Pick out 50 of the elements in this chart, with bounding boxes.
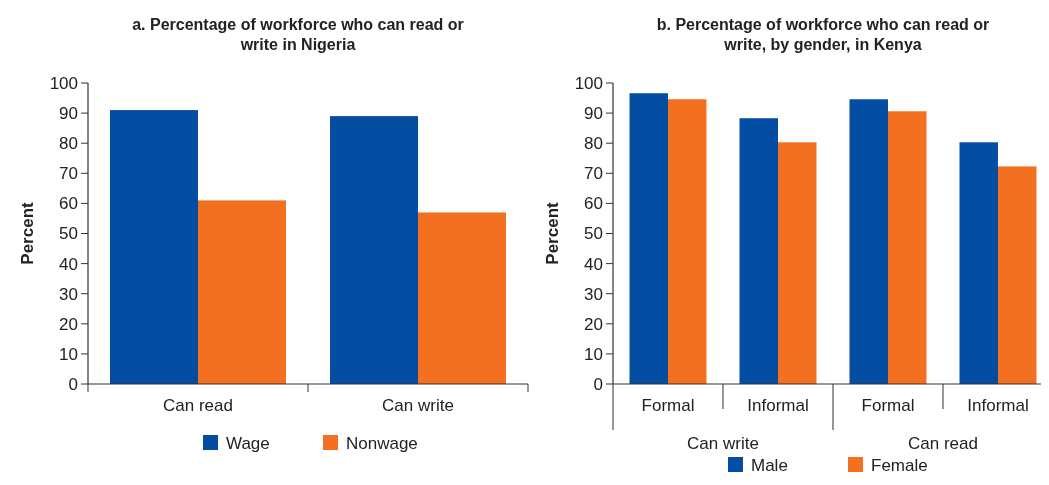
y-tick-label: 60 xyxy=(59,194,78,214)
y-tick-label: 90 xyxy=(59,104,78,124)
legend-label: Female xyxy=(871,456,928,475)
x-tick-label: Informal xyxy=(967,396,1029,415)
y-tick-label: 70 xyxy=(584,164,603,184)
bar xyxy=(629,93,668,384)
y-tick-label: 100 xyxy=(49,73,78,93)
y-tick-label: 40 xyxy=(59,254,78,274)
x-tick-label: Informal xyxy=(747,396,809,415)
x-tick-label: Can read xyxy=(163,396,233,415)
y-tick-label: 40 xyxy=(584,254,603,274)
bar xyxy=(668,99,707,384)
y-tick-label: 80 xyxy=(584,134,603,154)
bar xyxy=(198,200,286,384)
y-tick-label: 60 xyxy=(584,194,603,214)
bar xyxy=(110,110,198,384)
chart-title: b. Percentage of workforce who can read or write, by gender, in Kenya xyxy=(656,16,990,53)
text: Can write xyxy=(687,434,759,453)
bar xyxy=(998,166,1037,384)
y-tick-label: 20 xyxy=(584,314,603,334)
y-tick-label: 50 xyxy=(584,224,603,244)
y-axis-title: Percent xyxy=(543,201,562,265)
y-tick-label: 30 xyxy=(59,284,78,304)
bar xyxy=(778,142,817,384)
bar xyxy=(849,99,888,384)
bar xyxy=(959,142,998,384)
y-tick-label: 90 xyxy=(584,104,603,124)
y-tick-label: 20 xyxy=(59,314,78,334)
text: Can read xyxy=(908,434,978,453)
x-tick-label: Can write xyxy=(382,396,454,415)
y-tick-label: 100 xyxy=(574,73,603,93)
y-axis-title: Percent xyxy=(18,201,37,265)
bar xyxy=(330,116,418,384)
y-tick-label: 10 xyxy=(584,344,603,364)
y-tick-label: 30 xyxy=(584,284,603,304)
y-tick-label: 70 xyxy=(59,164,78,184)
x-tick-label: Formal xyxy=(861,396,915,415)
y-tick-label: 0 xyxy=(593,374,603,394)
y-tick-label: 80 xyxy=(59,134,78,154)
y-tick-label: 10 xyxy=(59,344,78,364)
legend-label: Male xyxy=(751,456,788,475)
legend-label: Nonwage xyxy=(346,434,418,453)
bar xyxy=(739,118,778,384)
x-tick-label: Formal xyxy=(641,396,695,415)
y-tick-label: 50 xyxy=(59,224,78,244)
bar xyxy=(888,111,927,384)
bar xyxy=(418,212,506,384)
chart-title: a. Percentage of workforce who can read or write in Nigeria xyxy=(132,16,464,53)
y-tick-label: 0 xyxy=(68,374,78,394)
legend-label: Wage xyxy=(226,434,270,453)
